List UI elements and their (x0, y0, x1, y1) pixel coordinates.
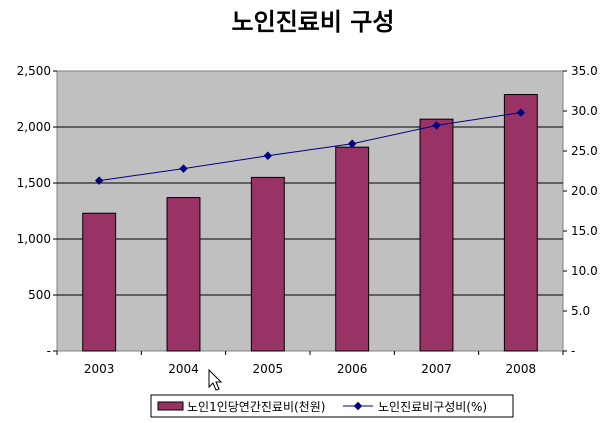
x-tick-label: 2004 (168, 362, 199, 376)
line-point-2004 (179, 164, 188, 173)
left-tick-label: 2,500 (17, 64, 51, 78)
line-point-2006 (347, 139, 357, 149)
right-tick-label: - (571, 344, 575, 358)
right-tick-label: 25.0 (571, 144, 598, 158)
plot-area (56, 70, 564, 352)
right-tick-label: 10.0 (571, 264, 598, 278)
x-tick-label: 2005 (253, 362, 284, 376)
left-tick-label: 1,000 (17, 232, 51, 246)
bar-2008 (503, 94, 538, 352)
mouse-cursor-icon (208, 368, 223, 391)
left-axis: - 500 1,000 1,500 2,000 2,500 (17, 64, 57, 358)
x-tick-label: 2008 (506, 362, 537, 376)
right-tick-label: 30.0 (571, 104, 598, 118)
line-point-2003 (94, 176, 104, 185)
line-point-2005 (263, 151, 273, 161)
left-tick-label: - (47, 344, 51, 358)
left-tick-label: 2,000 (17, 120, 51, 134)
x-tick-label: 2007 (421, 362, 452, 376)
bar-series (82, 94, 538, 352)
bar-2005 (250, 176, 285, 352)
bar-2007 (419, 118, 454, 352)
left-tick-label: 1,500 (17, 176, 51, 190)
legend-line-label: 노인진료비구성비(%) (378, 400, 487, 414)
legend-bar-swatch (157, 401, 184, 411)
legend-box (150, 394, 514, 418)
legend-line-marker (353, 401, 363, 411)
legend-bar-label: 노인1인당연간진료비(천원) (187, 399, 325, 414)
grid-lines (57, 126, 563, 296)
bar-2006 (335, 146, 370, 352)
line-series (94, 108, 526, 185)
right-tick-label: 15.0 (571, 224, 598, 238)
right-axis: - 5.0 10.0 15.0 20.0 25.0 30.0 35.0 (563, 64, 598, 358)
line-point-2007 (432, 121, 441, 130)
chart-title: 노인진료비 구성 (232, 8, 395, 36)
right-tick-label: 35.0 (571, 64, 598, 78)
bar-2004 (166, 197, 201, 352)
legend: 노인1인당연간진료비(천원) 노인진료비구성비(%) (150, 394, 514, 418)
x-tick-label: 2006 (337, 362, 368, 376)
line-series-path (99, 112, 521, 182)
x-tick-label: 2003 (84, 362, 115, 376)
right-tick-label: 20.0 (571, 184, 598, 198)
left-tick-label: 500 (28, 288, 51, 302)
bar-2003 (82, 212, 117, 352)
x-axis: 2003 2004 2005 2006 2007 2008 (56, 351, 564, 376)
right-tick-label: 5.0 (571, 304, 590, 318)
